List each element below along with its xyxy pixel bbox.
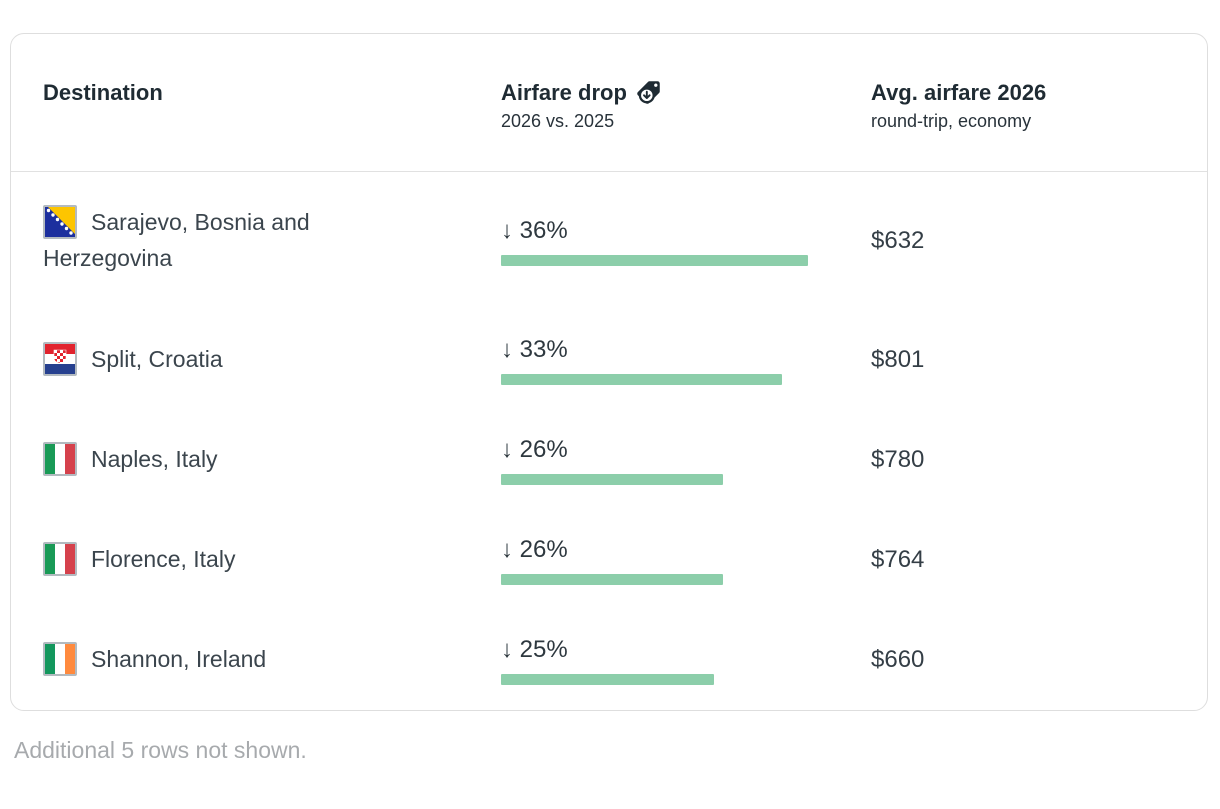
- avg-airfare-subheader: round-trip, economy: [871, 111, 1032, 131]
- flag-croatia-icon: [43, 342, 77, 377]
- drop-bar: [501, 673, 714, 685]
- airfare-drop-subheader: 2026 vs. 2025: [501, 111, 615, 131]
- avg-fare-value: $801: [871, 346, 925, 373]
- table-header: Destination Airfare drop 2026 vs. 2025 A…: [11, 34, 1207, 132]
- column-header-destination: Destination: [43, 79, 501, 107]
- destination-cell: Naples, Italy: [43, 442, 403, 478]
- destination-cell: Sarajevo, Bosnia and Herzegovina: [43, 205, 403, 276]
- column-header-avg-airfare: Avg. airfare 2026 round-trip, economy: [871, 79, 1175, 132]
- airfare-drop-cell: ↓ 36%: [501, 217, 871, 266]
- destination-cell: Shannon, Ireland: [43, 642, 403, 678]
- destination-header-label: Destination: [43, 80, 163, 105]
- airfare-drop-cell: ↓ 33%: [501, 336, 871, 385]
- header-divider: [11, 171, 1207, 172]
- destination-label: Split, Croatia: [91, 346, 223, 373]
- table-row: Shannon, Ireland ↓ 25% $660: [43, 610, 1175, 710]
- airfare-drop-cell: ↓ 26%: [501, 536, 871, 585]
- drop-percent-label: ↓ 33%: [501, 335, 568, 363]
- flag-italy-icon: [43, 442, 77, 477]
- destination-label: Florence, Italy: [91, 546, 236, 573]
- avg-fare-value: $780: [871, 446, 925, 473]
- destination-cell: Split, Croatia: [43, 342, 403, 378]
- airfare-drop-cell: ↓ 25%: [501, 636, 871, 685]
- table-row: Sarajevo, Bosnia and Herzegovina ↓ 36% $…: [43, 172, 1175, 310]
- drop-percent-label: ↓ 26%: [501, 535, 568, 563]
- price-tag-down-icon: [637, 81, 660, 104]
- avg-airfare-header-label: Avg. airfare 2026: [871, 80, 1047, 105]
- airfare-table-card: Destination Airfare drop 2026 vs. 2025 A…: [10, 33, 1208, 711]
- flag-italy-icon: [43, 542, 77, 577]
- drop-bar: [501, 254, 808, 266]
- flag-bosnia-and-herzegovina-icon: [43, 205, 77, 240]
- drop-percent-label: ↓ 36%: [501, 216, 568, 244]
- drop-bar: [501, 373, 782, 385]
- avg-fare-value: $764: [871, 546, 925, 573]
- table-row: Florence, Italy ↓ 26% $764: [43, 510, 1175, 610]
- drop-bar: [501, 573, 723, 585]
- additional-rows-note: Additional 5 rows not shown.: [14, 737, 307, 763]
- drop-percent-label: ↓ 26%: [501, 435, 568, 463]
- drop-bar: [501, 473, 723, 485]
- table-row: Naples, Italy ↓ 26% $780: [43, 410, 1175, 510]
- airfare-drop-header-label: Airfare drop: [501, 80, 627, 105]
- destination-cell: Florence, Italy: [43, 542, 403, 578]
- table-row: Split, Croatia ↓ 33% $801: [43, 310, 1175, 410]
- destination-label: Naples, Italy: [91, 446, 218, 473]
- flag-ireland-icon: [43, 642, 77, 677]
- drop-percent-label: ↓ 25%: [501, 635, 568, 663]
- column-header-airfare-drop: Airfare drop 2026 vs. 2025: [501, 79, 871, 132]
- table-body: Sarajevo, Bosnia and Herzegovina ↓ 36% $…: [11, 172, 1207, 710]
- avg-fare-value: $660: [871, 646, 925, 673]
- avg-fare-value: $632: [871, 227, 925, 254]
- destination-label: Sarajevo, Bosnia and Herzegovina: [43, 209, 310, 271]
- destination-label: Shannon, Ireland: [91, 646, 267, 673]
- airfare-drop-cell: ↓ 26%: [501, 436, 871, 485]
